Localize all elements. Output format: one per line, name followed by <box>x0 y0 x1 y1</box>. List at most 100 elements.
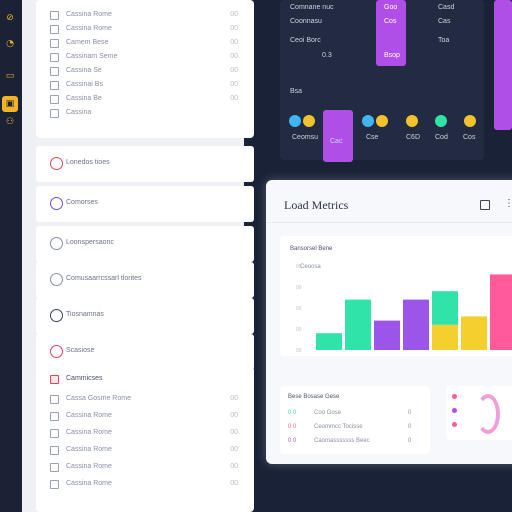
section-icon <box>50 309 63 322</box>
checkbox[interactable] <box>50 95 59 104</box>
list-item-label: Cassina Rome <box>66 429 112 436</box>
section-icon <box>50 237 63 250</box>
checkbox[interactable] <box>50 53 59 62</box>
checkbox[interactable] <box>50 25 59 34</box>
section-row[interactable]: Loonspersaonc <box>36 226 254 262</box>
list-item[interactable]: Cassina Rome 00 <box>36 8 254 22</box>
list-item[interactable]: Cassina Rome 00 <box>36 443 254 457</box>
section-row[interactable]: Tiosnamnas <box>36 298 254 334</box>
chart-bar <box>490 274 512 350</box>
section-title: Lonedos tioes <box>66 159 110 166</box>
list-item-value: 00 <box>230 480 238 487</box>
list-item-label: Cassina Rome <box>66 463 112 470</box>
checkbox[interactable] <box>50 463 59 472</box>
list-item-value: 00 <box>230 11 238 18</box>
list-item[interactable]: Cassinam Seme 00 <box>36 50 254 64</box>
list-item-value: 00 <box>230 429 238 436</box>
list-item[interactable]: Cassina Rome 00 <box>36 409 254 423</box>
status-dot-icon <box>289 115 301 127</box>
legend-header: Bese Bosase Gese <box>288 394 340 400</box>
legend-row: 0 0 Caomasssssss Beec 0 <box>288 438 412 444</box>
checkbox[interactable] <box>50 109 59 118</box>
checkbox[interactable] <box>50 446 59 455</box>
dot-label: C6D <box>406 134 421 141</box>
status-dot-icon <box>406 115 418 127</box>
folder-icon[interactable]: ▭ <box>5 71 15 81</box>
list-item-label: Cassina Se <box>66 67 102 74</box>
list-item[interactable]: Cassina Be 00 <box>36 92 254 106</box>
section-row[interactable]: Comorses <box>36 186 254 222</box>
section-row[interactable]: Lonedos tioes <box>36 146 254 182</box>
list-item-value: 00 <box>230 446 238 453</box>
section-title: Tiosnamnas <box>66 311 104 318</box>
checkbox[interactable] <box>50 395 59 404</box>
list-item[interactable]: Cassina Rome 00 <box>36 460 254 474</box>
expand-icon[interactable] <box>480 200 490 210</box>
section-title: Loonspersaonc <box>66 239 114 246</box>
section-row[interactable]: Scasiose <box>36 334 254 370</box>
status-dot-icon <box>464 115 476 127</box>
list-item[interactable]: Cassina Rome 00 <box>36 477 254 491</box>
side-pill[interactable] <box>494 0 512 130</box>
menu-icon[interactable]: ⊘ <box>6 13 14 23</box>
section-icon <box>50 273 63 286</box>
list-item-label: Cassina Rome <box>66 412 112 419</box>
chart-bar <box>345 299 371 350</box>
chart-subtitle: Ceoosa <box>300 264 321 270</box>
dark-label: 0.3 <box>322 52 332 59</box>
chart-bar-segment <box>432 291 458 325</box>
legend-row: 0 0 Ceommcc Tocisse 0 <box>288 424 412 430</box>
section-icon <box>50 345 63 358</box>
chart-bar <box>316 333 342 350</box>
list-item[interactable]: Cassina <box>36 106 254 120</box>
checkbox[interactable] <box>50 429 59 438</box>
metrics-title: Load Metrics <box>284 198 349 212</box>
list-item-value: 00 <box>230 463 238 470</box>
list-item-value: 00 <box>230 39 238 46</box>
load-metrics-card: Load Metrics ⋮ Bansorsel Bene Ceoosa 00 0… <box>266 180 512 464</box>
dark-label: Ceoi Borc <box>290 37 321 44</box>
selected-pill[interactable] <box>323 110 353 162</box>
dark-label: Coonnasu <box>290 18 322 25</box>
status-dot-icon <box>362 115 374 127</box>
list-item[interactable]: Cassina Rome 00 <box>36 22 254 36</box>
section-row[interactable]: Comusaarrcssarl tlorites <box>36 262 254 298</box>
more-icon[interactable]: ⋮ <box>504 198 512 209</box>
list-item[interactable]: Cassa Gosme Rome 00 <box>36 392 254 406</box>
list-item[interactable]: Cassina Rome 00 <box>36 426 254 440</box>
list-item-value: 00 <box>230 53 238 60</box>
list-item-label: Cassina Be <box>66 95 102 102</box>
status-dot-icon <box>435 115 447 127</box>
chart-panel: Bansorsel Bene Ceoosa 00 00 00 00 00 <box>280 236 512 356</box>
checkbox[interactable] <box>50 11 59 20</box>
y-tick-label: 00 <box>296 264 302 270</box>
list-item-label: Cassinai Bs <box>66 81 103 88</box>
clock-icon[interactable]: ◔ <box>6 39 14 49</box>
dark-label: Cas <box>438 18 451 25</box>
legend-row: 0 0 Coo Gose 0 <box>288 410 412 416</box>
section-icon <box>50 197 63 210</box>
highlight-pill[interactable]: Goo Cos Bsop <box>376 0 406 66</box>
list-item[interactable]: Camem Bese 00 <box>36 36 254 50</box>
chart-bar <box>403 299 429 350</box>
section-icon <box>50 157 63 170</box>
list-item-value: 00 <box>230 95 238 102</box>
checkbox[interactable] <box>50 67 59 76</box>
list-item[interactable]: Cassinai Bs 00 <box>36 78 254 92</box>
dark-label: Bsa <box>290 88 303 95</box>
checkbox[interactable] <box>50 81 59 90</box>
checkbox[interactable] <box>50 480 59 489</box>
chart-header: Bansorsel Bene <box>290 246 333 252</box>
list-item[interactable]: Cassina Se 00 <box>36 64 254 78</box>
dot-label: Cac <box>330 138 343 145</box>
bottom-list-header: Cammicses <box>36 372 254 386</box>
checkbox[interactable] <box>50 412 59 421</box>
dashboard-icon[interactable]: ▣ <box>2 96 18 112</box>
users-icon[interactable]: ⚇ <box>5 117 15 127</box>
list-item-value: 00 <box>230 67 238 74</box>
legend-panel: Bese Bosase Gese 0 0 Coo Gose 0 0 0 Ceommcc … <box>280 386 430 454</box>
dot-label: Cos <box>463 134 476 141</box>
list-item-value: 00 <box>230 412 238 419</box>
list-item-label: Cassa Gosme Rome <box>66 395 131 402</box>
checkbox[interactable] <box>50 39 59 48</box>
